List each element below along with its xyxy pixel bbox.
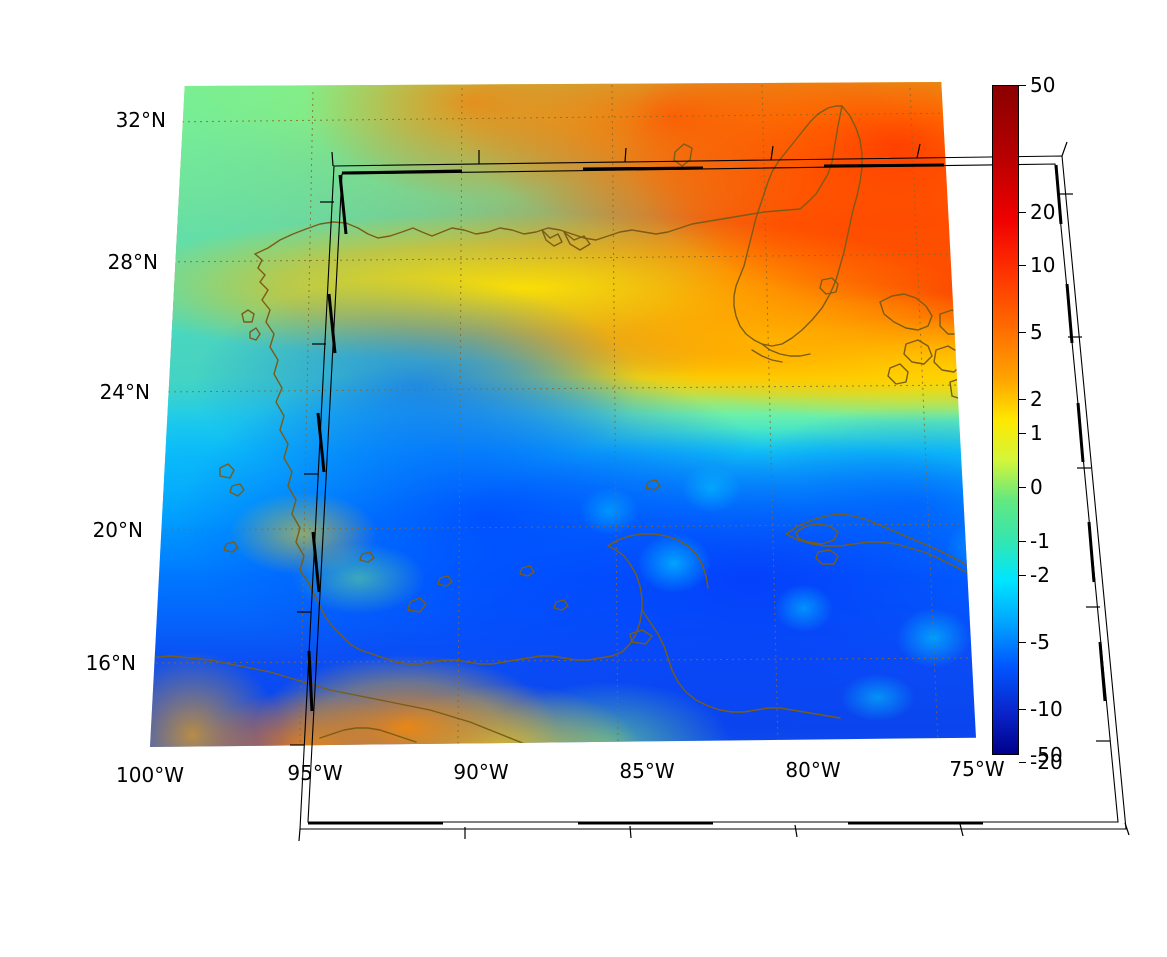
colorbar-label-m5: -5: [1030, 630, 1050, 654]
map-data-region: [150, 82, 976, 747]
ytick-label-24n: 24°N: [99, 380, 150, 404]
colorbar-label-1: 1: [1030, 421, 1043, 445]
colorbar-label-0: 0: [1030, 475, 1043, 499]
xtick-label-100w: 100°W: [116, 763, 184, 787]
colorbar[interactable]: 50 20 10 5 2 1 0 -1 -2 -5 -10 -20 -50: [992, 73, 1063, 774]
xtick-label-90w: 90°W: [453, 760, 509, 784]
field-layer-eddies: [150, 82, 976, 747]
colorbar-tick-5: [1019, 332, 1026, 333]
colorbar-label-m10: -10: [1030, 697, 1063, 721]
colorbar-tick-m1: [1019, 541, 1026, 542]
colorbar-tick-m2: [1019, 575, 1026, 576]
colorbar-tick-2: [1019, 399, 1026, 400]
map-axes[interactable]: [150, 82, 1130, 842]
xtick-label-80w: 80°W: [785, 758, 841, 782]
colorbar-label-10: 10: [1030, 253, 1056, 277]
ytick-label-28n: 28°N: [107, 250, 158, 274]
colorbar-label-20: 20: [1030, 200, 1056, 224]
colorbar-label-m1: -1: [1030, 529, 1050, 553]
colorbar-gradient: [992, 85, 1019, 755]
colorbar-label-m20: -20: [1030, 750, 1063, 774]
colorbar-tick-10: [1019, 265, 1026, 266]
ytick-label-32n: 32°N: [115, 108, 166, 132]
xtick-label-95w: 95°W: [287, 761, 343, 785]
colorbar-tick-1: [1019, 433, 1026, 434]
colorbar-tick-m20: [1019, 762, 1026, 763]
colorbar-tick-m5: [1019, 642, 1026, 643]
figure-canvas: 32°N 28°N 24°N 20°N 16°N 100°W 95°W 90°W…: [85, 73, 1130, 842]
colorbar-label-50: 50: [1030, 73, 1056, 97]
colorbar-tick-50: [1019, 85, 1026, 86]
xtick-label-75w: 75°W: [949, 757, 1005, 781]
colorbar-label-m2: -2: [1030, 563, 1050, 587]
colorbar-tick-0: [1019, 487, 1026, 488]
colorbar-label-2: 2: [1030, 387, 1043, 411]
colorbar-label-5: 5: [1030, 320, 1043, 344]
ytick-label-20n: 20°N: [92, 518, 143, 542]
xtick-label-85w: 85°W: [619, 759, 675, 783]
colorbar-tick-20: [1019, 212, 1026, 213]
colorbar-label-m50: -50: [1030, 743, 1063, 767]
ytick-label-16n: 16°N: [85, 651, 136, 675]
colorbar-tick-m10: [1019, 709, 1026, 710]
